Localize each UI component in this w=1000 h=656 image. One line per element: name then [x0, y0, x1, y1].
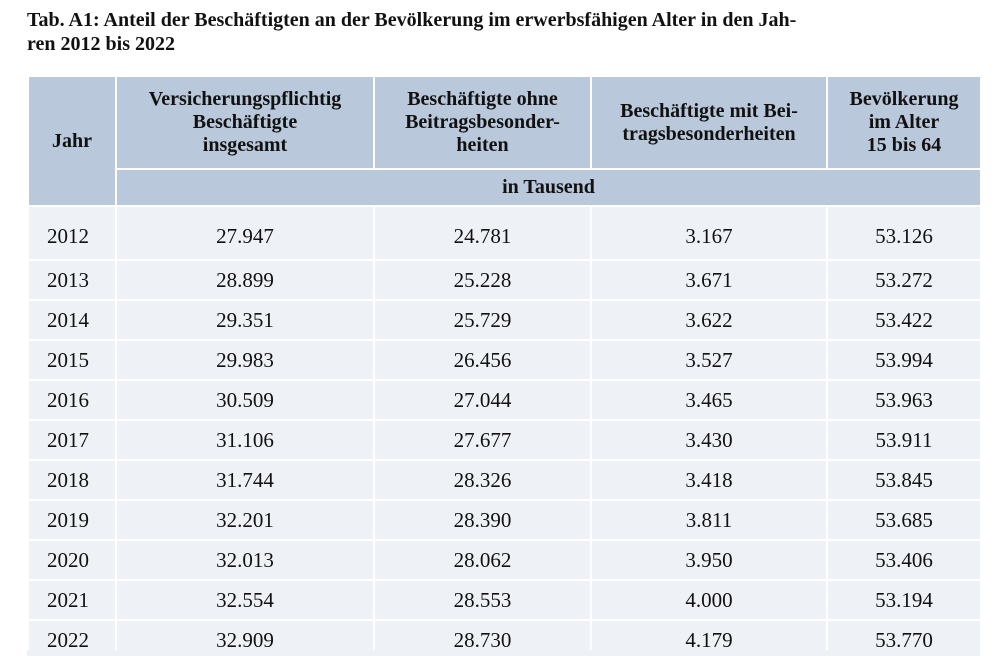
header-line: Versicherungspflichtig — [148, 88, 342, 110]
value-cell: 31.106 — [115, 419, 375, 461]
value-cell: 53.685 — [826, 499, 982, 541]
value-cell: 3.671 — [590, 259, 828, 301]
value-cell: 53.272 — [826, 259, 982, 301]
header-line: Beschäftigte — [192, 111, 298, 133]
header-line: Jahr — [52, 129, 92, 152]
unit-cell: in Tausend — [115, 168, 982, 207]
value-cell: 29.351 — [115, 299, 375, 341]
table-row: 2020 32.013 28.062 3.950 53.406 — [27, 539, 982, 581]
table-row: 2018 31.744 28.326 3.418 53.845 — [27, 459, 982, 501]
table-row: 2012 27.947 24.781 3.167 53.126 — [27, 205, 982, 261]
title-line: ren 2012 bis 2022 — [27, 33, 175, 55]
header-line: Beitragsbesonder- — [405, 111, 560, 133]
table-row: 2015 29.983 26.456 3.527 53.994 — [27, 339, 982, 381]
value-cell: 3.527 — [590, 339, 828, 381]
value-cell: 3.418 — [590, 459, 828, 501]
header-cell: Beschäftigte mit Bei-tragsbesonderheiten — [590, 75, 828, 170]
value-cell: 3.811 — [590, 499, 828, 541]
value-cell: 53.194 — [826, 579, 982, 621]
year-cell: 2018 — [27, 459, 117, 501]
header-line: insgesamt — [202, 134, 288, 156]
value-cell: 27.677 — [373, 419, 592, 461]
value-cell: 28.062 — [373, 539, 592, 581]
value-cell: 32.201 — [115, 499, 375, 541]
year-cell: 2019 — [27, 499, 117, 541]
year-cell: 2016 — [27, 379, 117, 421]
header-cell: Beschäftigte ohne Beitragsbesonder-heiten — [373, 75, 592, 170]
header-line: 15 bis 64 — [866, 134, 942, 156]
year-cell: 2021 — [27, 579, 117, 621]
header-cell: Versicherungspflichtig Beschäftigte insges… — [115, 75, 375, 170]
value-cell: 29.983 — [115, 339, 375, 381]
header-cell: Jahr — [27, 75, 117, 207]
table-row: 2021 32.554 28.553 4.000 53.194 — [27, 579, 982, 621]
value-cell: 53.963 — [826, 379, 982, 421]
value-cell: 28.553 — [373, 579, 592, 621]
value-cell: 31.744 — [115, 459, 375, 501]
value-cell: 53.994 — [826, 339, 982, 381]
value-cell: 32.013 — [115, 539, 375, 581]
table-row: 2016 30.509 27.044 3.465 53.963 — [27, 379, 982, 421]
table-foot — [27, 650, 980, 656]
value-cell: 25.729 — [373, 299, 592, 341]
value-cell: 32.554 — [115, 579, 375, 621]
table-row: 2019 32.201 28.390 3.811 53.685 — [27, 499, 982, 541]
value-cell: 53.126 — [826, 205, 982, 261]
value-cell: 3.622 — [590, 299, 828, 341]
year-cell: 2013 — [27, 259, 117, 301]
header-row: Jahr Versicherungspflichtig Beschäftigte in… — [27, 75, 982, 207]
data-table: Jahr Versicherungspflichtig Beschäftigte in… — [27, 75, 982, 656]
value-cell: 53.406 — [826, 539, 982, 581]
table-body: 2012 27.947 24.781 3.167 53.126 2013 28.899 25.… — [27, 205, 982, 656]
value-cell: 4.179 — [590, 619, 828, 656]
value-cell: 3.430 — [590, 419, 828, 461]
value-cell: 28.390 — [373, 499, 592, 541]
table-row: 2017 31.106 27.677 3.430 53.911 — [27, 419, 982, 461]
value-cell: 27.947 — [115, 205, 375, 261]
unit-row: in Tausend — [28, 168, 982, 207]
value-cell: 3.465 — [590, 379, 828, 421]
header-line: Beschäftigte mit Bei- — [620, 99, 798, 122]
header-line: im Alter — [868, 111, 940, 133]
value-cell: 53.845 — [826, 459, 982, 501]
value-cell: 3.950 — [590, 539, 828, 581]
header-line: tragsbesonderheiten — [622, 122, 796, 145]
header-cell: Bevölkerung im Alter 15 bis 64 — [826, 75, 982, 170]
value-cell: 25.228 — [373, 259, 592, 301]
value-cell: 30.509 — [115, 379, 375, 421]
table-header: Jahr Versicherungspflichtig Beschäftigte in… — [27, 75, 982, 207]
value-cell: 28.326 — [373, 459, 592, 501]
value-cell: 24.781 — [373, 205, 592, 261]
year-cell: 2020 — [27, 539, 117, 581]
header-line: Beschäftigte ohne — [407, 88, 558, 110]
value-cell: 28.899 — [115, 259, 375, 301]
value-cell: 53.422 — [826, 299, 982, 341]
year-cell: 2022 — [27, 619, 117, 656]
table-row: 2013 28.899 25.228 3.671 53.272 — [27, 259, 982, 301]
value-cell: 27.044 — [373, 379, 592, 421]
year-cell: 2017 — [27, 419, 117, 461]
header-line: Bevölkerung — [849, 88, 959, 110]
value-cell: 4.000 — [590, 579, 828, 621]
value-cell: 26.456 — [373, 339, 592, 381]
value-cell: 3.167 — [590, 205, 828, 261]
title-line: Tab. A1: Anteil der Beschäftigten an der… — [27, 9, 797, 31]
table-row: 2014 29.351 25.729 3.622 53.422 — [27, 299, 982, 341]
header-line: heiten — [456, 134, 509, 156]
year-cell: 2012 — [27, 205, 117, 261]
table-title: Tab. A1: Anteil der Beschäftigten an der… — [27, 8, 796, 56]
value-cell: 53.911 — [826, 419, 982, 461]
year-cell: 2015 — [27, 339, 117, 381]
year-cell: 2014 — [27, 299, 117, 341]
